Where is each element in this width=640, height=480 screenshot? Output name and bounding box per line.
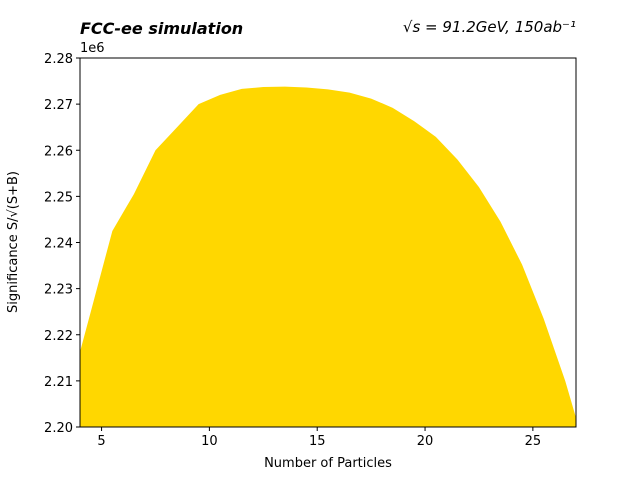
chart-title: FCC-ee simulation [80, 19, 243, 38]
x-tick-label: 10 [201, 434, 218, 449]
y-axis-title: Significance S/√(S+B) [6, 171, 21, 313]
y-axis-ticks: 2.20 2.21 2.22 2.23 2.24 2.25 2.26 2.27 2.28 [44, 52, 80, 436]
area-series-0 [80, 86, 576, 427]
area-layer [80, 86, 576, 427]
y-tick-label: 2.28 [44, 52, 73, 67]
y-tick-label: 2.25 [44, 190, 73, 205]
y-tick-label: 2.20 [44, 421, 73, 436]
x-axis-title: Number of Particles [264, 456, 392, 471]
x-tick-label: 25 [525, 434, 542, 449]
y-tick-label: 2.26 [44, 144, 73, 159]
y-tick-label: 2.21 [44, 375, 73, 390]
x-axis-ticks: 5 10 15 20 25 [97, 427, 541, 449]
y-tick-label: 2.27 [44, 98, 73, 113]
x-tick-label: 20 [417, 434, 434, 449]
y-tick-label: 2.23 [44, 283, 73, 298]
y-tick-label: 2.22 [44, 329, 73, 344]
x-tick-label: 15 [309, 434, 326, 449]
y-axis-offset-label: 1e6 [80, 41, 105, 56]
y-tick-label: 2.24 [44, 237, 73, 252]
energy-luminosity-label: √s = 91.2GeV, 150ab⁻¹ [403, 18, 576, 36]
x-tick-label: 5 [97, 434, 105, 449]
